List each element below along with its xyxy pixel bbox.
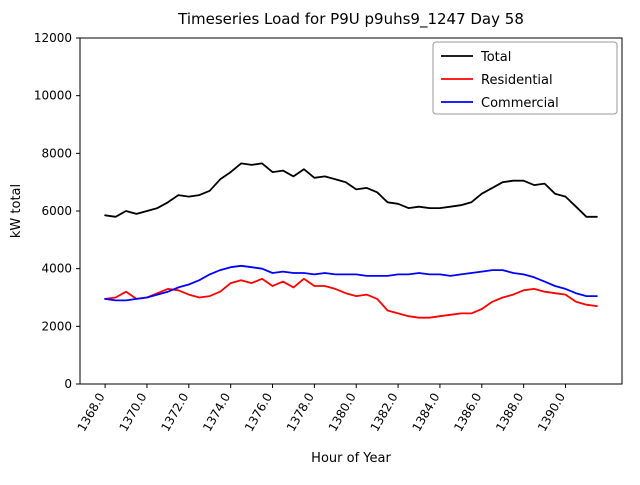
series-residential-line [104, 277, 598, 319]
x-tick-label: 1380.0 [326, 391, 359, 434]
x-tick-label: 1386.0 [451, 391, 484, 434]
legend-label-commercial: Commercial [481, 96, 559, 111]
y-tick-label: 10000 [34, 89, 72, 103]
plot-area-frame [79, 37, 623, 385]
x-tick-label: 1368.0 [75, 391, 108, 434]
y-tick-label: 6000 [41, 204, 72, 218]
x-tick-label: 1378.0 [284, 391, 317, 434]
x-tick-label: 1390.0 [535, 391, 568, 434]
legend-box [432, 41, 618, 115]
x-tick-label: 1388.0 [493, 391, 526, 434]
y-tick-label: 8000 [41, 146, 72, 160]
y-axis-label: kW total [9, 184, 24, 238]
legend-label-residential: Residential [481, 73, 553, 88]
legend: Total Residential Commercial [432, 41, 618, 115]
y-tick-label: 0 [64, 377, 72, 391]
x-tick-label: 1374.0 [200, 391, 233, 434]
series-total-line [104, 162, 598, 218]
y-tick-label: 12000 [34, 31, 72, 45]
y-tick-label: 4000 [41, 262, 72, 276]
legend-label-total: Total [480, 50, 511, 65]
series-commercial-line [104, 264, 598, 302]
x-tick-label: 1370.0 [116, 391, 149, 434]
x-tick-label: 1382.0 [368, 391, 401, 434]
x-tick-label: 1376.0 [242, 391, 275, 434]
chart-title: Timeseries Load for P9U p9uhs9_1247 Day … [177, 10, 524, 29]
x-tick-label: 1384.0 [409, 391, 442, 434]
y-tick-label: 2000 [41, 319, 72, 333]
x-tick-label: 1372.0 [158, 391, 191, 434]
x-axis-label: Hour of Year [311, 451, 391, 466]
